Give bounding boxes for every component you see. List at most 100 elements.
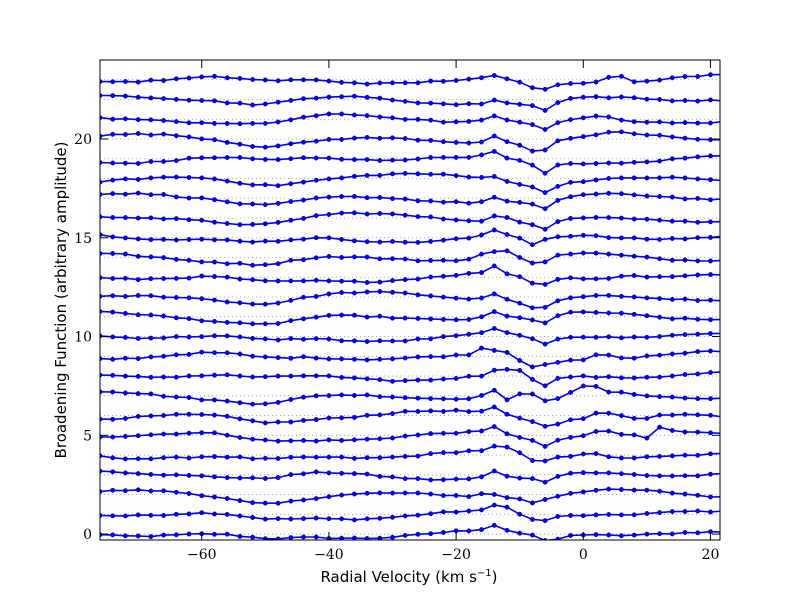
series-13-point-18 [326,278,332,284]
series-19-point-45 [669,156,675,162]
series-4-point-47 [695,452,701,458]
series-10-point-11 [237,334,243,340]
series-18-point-11 [237,180,243,186]
series-4-point-38 [580,451,586,457]
series-1-point-39 [593,512,599,518]
series-3-point-30 [479,474,484,480]
series-7-point-25 [415,395,421,401]
series-22-point-16 [301,96,306,102]
series-1-point-22 [377,515,383,521]
series-14-point-45 [669,257,675,263]
series-6-point-16 [301,417,306,423]
series-15-point-19 [339,237,345,242]
series-10-point-41 [618,335,624,341]
series-14-point-19 [339,254,345,260]
series-10-point-5 [161,335,167,341]
series-10-point-13 [262,336,268,342]
series-2-point-30 [479,491,484,497]
series-1-point-7 [186,511,192,517]
series-10-point-38 [580,334,586,340]
series-9-point-39 [593,352,599,358]
series-8-point-46 [682,372,688,377]
series-8-point-26 [428,377,434,383]
series-12-point-4 [148,293,154,299]
series-1-point-38 [580,513,586,519]
series-14-point-31 [491,249,497,255]
series-13-point-37 [568,275,574,281]
series-1-point-13 [262,516,268,522]
series-19-point-5 [161,159,167,164]
series-14-point-47 [695,258,701,264]
series-17-point-16 [301,197,306,203]
series-14-point-9 [212,259,217,265]
series-4-point-41 [618,455,624,461]
series-18-point-10 [224,178,230,184]
series-19-point-4 [148,159,154,164]
series-1-point-26 [428,511,434,517]
x-axis-label: Radial Velocity (km s−1) [320,568,497,586]
series-17-point-41 [618,191,624,197]
series-4-point-16 [301,454,306,460]
series-20-point-25 [415,137,421,143]
series-19-point-6 [173,158,179,164]
series-4-point-14 [275,456,281,461]
series-group [100,72,725,540]
series-16-point-6 [173,216,179,222]
series-21-point-33 [517,119,523,125]
series-16-point-13 [262,221,268,227]
series-19-point-13 [262,156,268,162]
series-4-point-3 [135,456,141,462]
series-3-point-17 [313,469,319,475]
series-23-point-31 [491,73,497,78]
series-10-point-3 [135,336,141,341]
series-23-point-40 [606,74,612,80]
series-17-point-49 [721,197,725,201]
series-13-point-39 [593,276,599,282]
series-9-point-29 [466,352,472,358]
series-10-point-39 [593,334,599,340]
series-13-point-6 [173,275,179,281]
series-2-point-25 [415,490,421,496]
series-19-point-40 [606,160,612,166]
series-11-point-13 [262,321,268,327]
series-4-point-17 [313,454,319,460]
series-2-point-44 [657,488,663,494]
series-14-point-27 [440,257,446,263]
series-13-point-15 [288,278,294,284]
series-7-point-29 [466,396,472,402]
series-21-point-38 [580,115,586,121]
series-11-point-35 [542,320,548,326]
series-9-point-26 [428,354,434,360]
series-2-point-17 [313,496,319,502]
series-10-point-47 [695,331,701,337]
y-tick-label-1: 5 [83,428,92,444]
series-8-point-7 [186,373,192,379]
series-0-point-4 [148,534,154,540]
series-18-point-19 [339,175,345,181]
series-7-point-40 [606,389,612,395]
series-17-point-3 [135,190,141,196]
series-4-point-37 [568,453,574,459]
series-15-point-8 [199,236,205,242]
series-line-22 [100,94,720,112]
series-11-point-22 [377,313,383,319]
series-11-point-31 [491,309,497,315]
series-13-point-40 [606,275,612,281]
series-2 [100,486,720,506]
series-11-point-48 [708,317,713,323]
series-17-point-1 [110,191,116,197]
series-5-point-30 [479,428,484,434]
series-16-point-22 [377,211,383,216]
series-7-point-39 [593,383,599,389]
series-20-point-48 [708,137,713,143]
series-18-point-14 [275,183,281,189]
series-10-point-18 [326,336,332,342]
series-1-point-47 [695,508,701,514]
series-18-point-28 [453,173,459,179]
series-1-point-4 [148,512,154,518]
series-14-point-36 [555,252,561,258]
series-3-point-19 [339,470,345,476]
series-12-point-39 [593,293,599,298]
series-15-point-14 [275,238,281,244]
series-19-point-31 [491,148,497,154]
